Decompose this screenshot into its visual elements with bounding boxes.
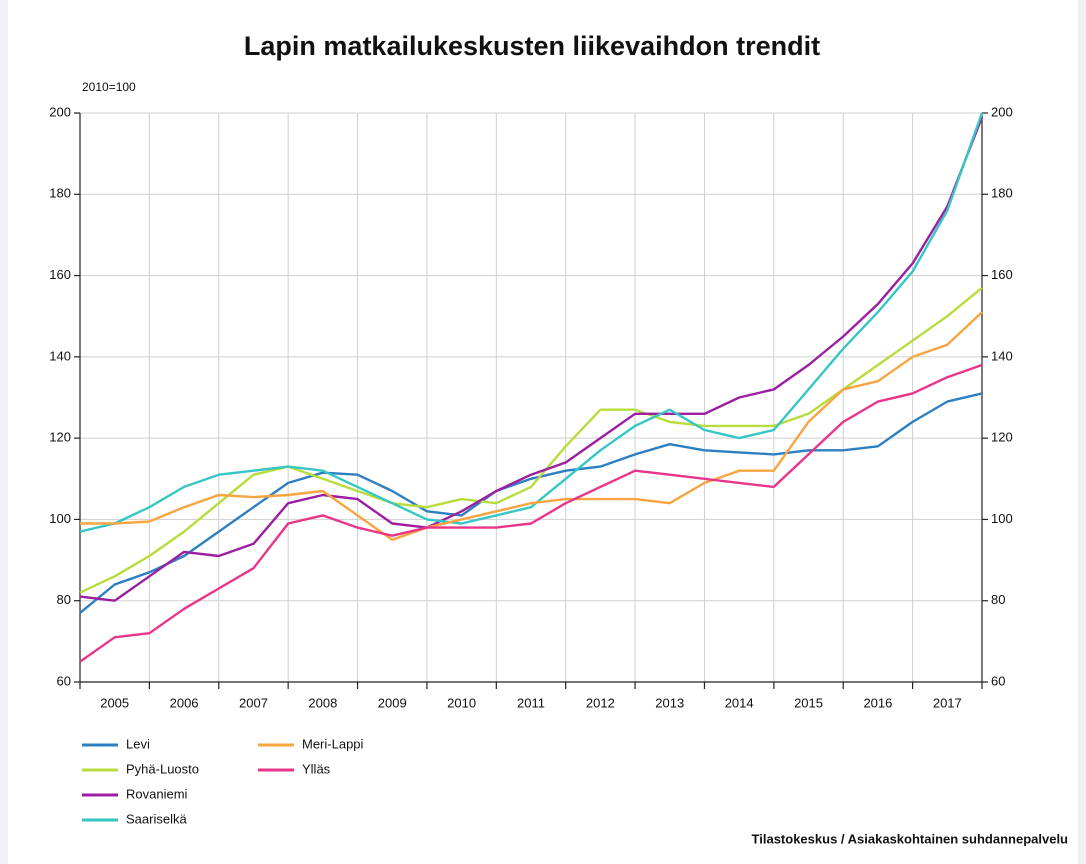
y2-tick-label: 160 [991, 267, 1013, 282]
y2-tick-label: 120 [991, 430, 1013, 445]
series-line [79, 112, 984, 533]
y-tick-label: 80 [57, 592, 71, 607]
x-tick-label: 2016 [863, 695, 892, 710]
y2-tick-label: 100 [991, 511, 1013, 526]
series-line [79, 116, 984, 602]
y-tick-label: 100 [49, 511, 71, 526]
y-tick-label: 200 [49, 104, 71, 119]
panel [8, 0, 1078, 864]
y2-tick-label: 60 [991, 673, 1005, 688]
source: Tilastokeskus / Asiakaskohtainen suhdann… [752, 831, 1069, 846]
legend-label: Ylläs [302, 761, 331, 776]
chart-title: Lapin matkailukeskusten liikevaihdon tre… [244, 31, 820, 61]
series-line [79, 286, 983, 594]
y2-tick-label: 140 [991, 348, 1013, 363]
legend-label: Meri-Lappi [302, 736, 364, 751]
y2-tick-label: 180 [991, 186, 1013, 201]
y2-tick-label: 80 [991, 592, 1005, 607]
y-tick-label: 140 [49, 348, 71, 363]
series-line [80, 311, 983, 541]
x-tick-label: 2006 [170, 695, 199, 710]
y-tick-label: 120 [49, 430, 71, 445]
y-tick-label: 180 [49, 186, 71, 201]
x-tick-label: 2010 [447, 695, 476, 710]
legend-label: Levi [126, 736, 150, 751]
x-tick-label: 2009 [378, 695, 407, 710]
y-unit-label: 2010=100 [82, 80, 136, 94]
x-tick-label: 2014 [725, 695, 754, 710]
series-line [79, 392, 983, 614]
x-tick-label: 2005 [100, 695, 129, 710]
x-tick-label: 2012 [586, 695, 615, 710]
series-line [79, 363, 983, 663]
x-tick-label: 2011 [517, 695, 545, 710]
legend-label: Rovaniemi [126, 786, 188, 801]
x-tick-label: 2017 [933, 695, 962, 710]
legend-label: Saariselkä [126, 811, 187, 826]
y2-tick-label: 200 [991, 104, 1013, 119]
x-tick-label: 2015 [794, 695, 823, 710]
y-tick-label: 160 [49, 267, 71, 282]
y-tick-label: 60 [57, 673, 71, 688]
x-tick-label: 2008 [308, 695, 337, 710]
x-tick-label: 2007 [239, 695, 268, 710]
legend-label: Pyhä-Luosto [126, 761, 199, 776]
x-tick-label: 2013 [655, 695, 684, 710]
